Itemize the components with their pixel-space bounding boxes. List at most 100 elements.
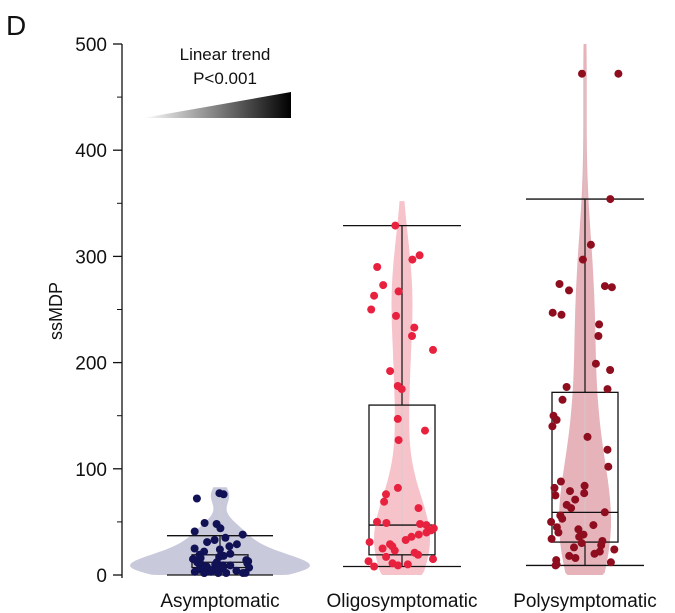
data-point	[373, 517, 381, 526]
data-point	[386, 367, 395, 376]
data-point	[401, 536, 410, 544]
data-point	[589, 521, 598, 530]
data-point	[192, 494, 201, 503]
data-point	[414, 550, 423, 559]
data-point	[555, 280, 564, 288]
y-tick-label: 400	[75, 141, 107, 162]
data-point	[591, 359, 600, 368]
y-tick-label: 0	[96, 566, 107, 587]
data-point	[200, 519, 209, 527]
data-point	[610, 545, 619, 554]
data-point	[416, 520, 425, 528]
data-point	[373, 263, 382, 271]
y-tick-label: 500	[75, 35, 107, 56]
data-point	[393, 414, 402, 423]
data-point	[422, 528, 431, 537]
data-point	[556, 477, 565, 486]
data-point	[597, 541, 606, 550]
data-point	[603, 445, 612, 454]
data-point	[600, 508, 609, 517]
x-category-label: Oligosymptomatic	[327, 591, 478, 612]
x-axis-categories: Asymptomatic Oligosymptomatic Polysymptoma…	[160, 591, 656, 612]
data-point	[422, 521, 431, 530]
data-point	[600, 282, 609, 291]
data-point	[392, 311, 400, 320]
data-point	[394, 436, 403, 445]
data-point	[580, 489, 589, 498]
data-point	[565, 286, 573, 295]
point-layer	[189, 69, 623, 577]
data-point	[421, 426, 429, 435]
data-point	[216, 524, 225, 533]
data-point	[382, 490, 390, 499]
data-point	[225, 542, 234, 551]
data-point	[594, 332, 603, 340]
data-point	[586, 240, 595, 249]
data-point	[397, 385, 406, 394]
data-point	[232, 540, 241, 549]
data-point	[226, 549, 235, 558]
data-point	[590, 549, 599, 558]
panel-label: D	[6, 10, 26, 41]
data-point	[548, 308, 557, 317]
data-point	[370, 291, 379, 300]
data-point	[583, 432, 592, 441]
x-category-label: Polysymptomatic	[513, 591, 657, 612]
data-point	[570, 543, 578, 552]
data-point	[214, 569, 223, 577]
box-iqr	[368, 404, 436, 556]
data-point	[558, 514, 567, 523]
data-point	[571, 495, 580, 504]
data-point	[190, 527, 199, 536]
data-point	[415, 251, 424, 260]
data-point	[414, 504, 423, 513]
data-point	[364, 557, 373, 566]
data-point	[578, 69, 586, 78]
data-point	[379, 281, 388, 290]
data-point	[390, 546, 399, 555]
data-point	[380, 497, 389, 506]
data-point	[558, 395, 567, 404]
data-point	[221, 533, 230, 542]
data-point	[547, 517, 556, 526]
data-point	[580, 481, 589, 490]
data-point	[226, 561, 235, 570]
data-point	[551, 491, 560, 500]
data-point	[391, 221, 400, 230]
data-point	[577, 539, 586, 548]
data-point	[551, 561, 560, 570]
data-point	[550, 483, 559, 492]
data-point	[203, 538, 212, 547]
y-tick-label: 300	[75, 247, 107, 268]
data-point	[578, 255, 587, 264]
data-point	[232, 566, 241, 575]
data-point	[595, 320, 604, 329]
data-point	[547, 534, 556, 543]
data-point	[239, 569, 247, 577]
data-point	[382, 519, 391, 527]
data-point	[370, 562, 379, 571]
x-category-label: Asymptomatic	[160, 591, 279, 612]
data-point	[562, 383, 571, 391]
data-point	[408, 332, 416, 340]
data-point	[210, 536, 219, 544]
data-point	[200, 569, 209, 577]
data-point	[207, 567, 215, 576]
data-point	[606, 366, 615, 374]
data-point	[222, 569, 231, 577]
data-point	[215, 545, 224, 554]
data-point	[414, 530, 423, 539]
data-point	[548, 422, 557, 431]
data-point	[238, 530, 247, 539]
data-point	[365, 538, 374, 547]
data-point	[567, 504, 576, 513]
data-point	[410, 323, 419, 332]
data-point	[565, 551, 574, 560]
data-point	[603, 385, 612, 394]
data-point	[190, 567, 199, 576]
data-point	[394, 287, 403, 296]
linear-trend-p-value: P<0.001	[193, 69, 257, 88]
data-point	[575, 532, 584, 541]
data-point	[554, 528, 563, 537]
